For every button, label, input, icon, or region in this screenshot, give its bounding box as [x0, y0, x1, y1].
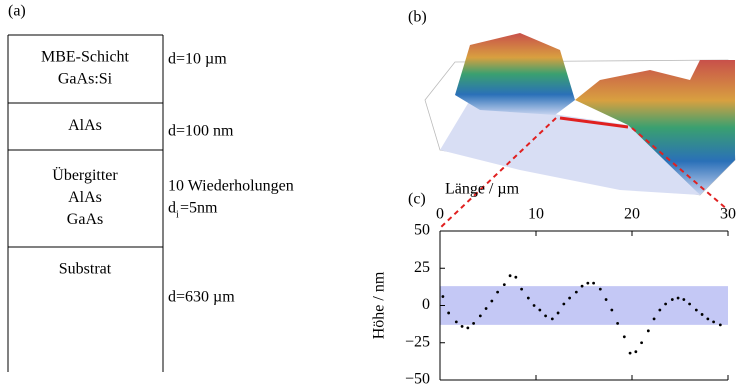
data-point	[551, 318, 554, 321]
page: (a) MBE-Schicht GaAs:Si d=10 µm AlAs d=100 n…	[0, 0, 742, 388]
data-point	[610, 309, 613, 312]
panel-label: (b)	[408, 9, 427, 26]
y-tick-label: −50	[405, 371, 430, 388]
x-tick-label: 30	[720, 206, 736, 223]
panel-label: (c)	[408, 191, 426, 208]
layer-info: d=630 µm	[168, 289, 235, 306]
data-point	[682, 298, 685, 301]
data-point	[592, 282, 595, 285]
x-axis-label: Länge / µm	[445, 181, 520, 198]
data-point	[544, 315, 547, 318]
y-tick-label: 25	[414, 259, 430, 276]
data-point	[520, 288, 523, 291]
data-point	[568, 297, 571, 300]
data-point	[695, 309, 698, 312]
data-point	[605, 298, 608, 301]
data-point	[461, 325, 464, 328]
y-axis-label: Höhe / nm	[371, 271, 388, 339]
layer-name: Übergitter	[52, 166, 118, 184]
data-point	[479, 315, 482, 318]
data-point	[581, 285, 584, 288]
data-point	[634, 350, 637, 353]
data-point	[562, 303, 565, 306]
layer-info: 10 Wiederholungen	[168, 178, 294, 195]
data-point	[527, 297, 530, 300]
data-point	[514, 276, 517, 279]
data-point	[557, 312, 560, 315]
data-point	[629, 352, 632, 355]
layer-name: AlAs	[68, 117, 102, 134]
data-point	[441, 295, 444, 298]
data-point	[677, 297, 680, 300]
data-point	[455, 320, 458, 323]
profile-chart: (c) Länge / µm Höhe / nm 0 10 20 30 50 25 0 −25 −50	[371, 181, 736, 388]
layer-name: Substrat	[59, 261, 112, 278]
data-point	[490, 300, 493, 303]
data-point	[586, 282, 589, 285]
y-tick-label: 50	[414, 222, 430, 239]
layer-info: d	[168, 200, 176, 217]
panel-label: (a)	[8, 3, 26, 20]
data-point	[719, 323, 722, 326]
data-point	[466, 326, 469, 329]
surface-peak	[455, 33, 575, 115]
layer-name: AlAs	[68, 189, 102, 206]
layer-name: MBE-Schicht	[41, 49, 130, 66]
tolerance-band	[440, 286, 728, 325]
data-point	[447, 312, 450, 315]
data-point	[640, 341, 643, 344]
data-point	[509, 274, 512, 277]
layer-info: =5nm	[180, 200, 218, 217]
data-point	[671, 298, 674, 301]
data-point	[706, 318, 709, 321]
x-tick-label: 0	[436, 206, 444, 223]
data-point	[647, 329, 650, 332]
data-point	[575, 291, 578, 294]
x-tick-label: 10	[528, 206, 544, 223]
data-point	[664, 303, 667, 306]
data-point	[485, 307, 488, 310]
data-point	[616, 322, 619, 325]
data-point	[503, 283, 506, 286]
y-tick-label: −25	[405, 333, 430, 350]
y-tick-label: 0	[422, 296, 430, 313]
data-point	[472, 322, 475, 325]
data-point	[533, 304, 536, 307]
figure: (a) MBE-Schicht GaAs:Si d=10 µm AlAs d=100 n…	[0, 0, 742, 388]
data-point	[653, 318, 656, 321]
data-point	[623, 335, 626, 338]
layer-name: GaAs	[67, 211, 103, 228]
afm-image	[425, 33, 735, 228]
layer-info-subscript: i	[176, 209, 179, 220]
x-tick-label: 20	[624, 206, 640, 223]
layer-info: d=100 nm	[168, 123, 234, 140]
data-point	[496, 291, 499, 294]
data-point	[701, 313, 704, 316]
data-point	[538, 309, 541, 312]
data-point	[688, 303, 691, 306]
data-point	[599, 288, 602, 291]
data-point	[658, 309, 661, 312]
layer-stack: MBE-Schicht GaAs:Si d=10 µm AlAs d=100 nm Übe…	[8, 35, 294, 372]
layer-name: GaAs:Si	[58, 71, 113, 88]
layer-info: d=10 µm	[168, 51, 227, 68]
data-point	[712, 320, 715, 323]
